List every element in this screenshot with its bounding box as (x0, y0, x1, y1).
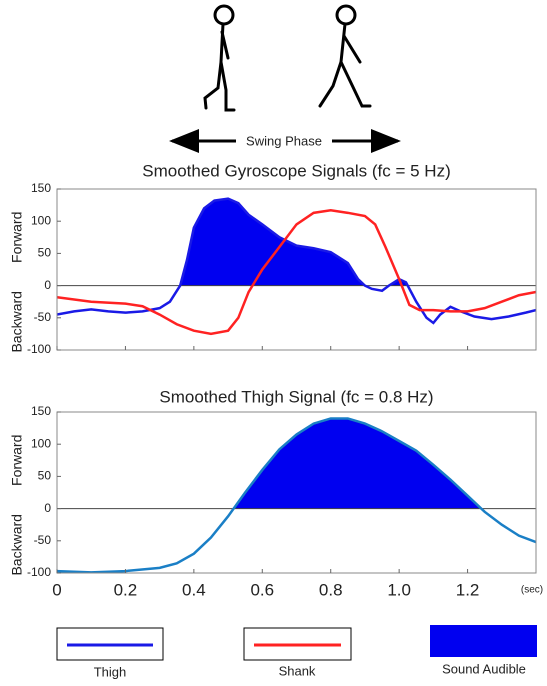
legend-label: Shank (279, 663, 316, 678)
y-tick-label: 50 (38, 469, 52, 483)
y-tick-label: 150 (31, 404, 51, 418)
legend-swatch (430, 625, 537, 657)
audible-area (180, 198, 408, 286)
x-tick-label: 0.4 (182, 580, 206, 599)
stick-figure (318, 4, 372, 108)
plot-frame (56, 188, 537, 351)
y-tick-label: 150 (31, 181, 51, 195)
y-tick-label: -50 (34, 310, 52, 324)
x-tick-label: 0 (52, 580, 61, 599)
y-tick-label: 0 (44, 278, 51, 292)
legend-label: Sound Audible (442, 661, 526, 676)
y-tick-label: 0 (44, 501, 51, 515)
y-tick-label: 100 (31, 436, 51, 450)
series-line (57, 417, 536, 573)
x-tick-label: 1.2 (456, 580, 480, 599)
x-tick-label: 0.6 (250, 580, 274, 599)
plot-frame (56, 411, 537, 574)
y-tick-label: 100 (31, 213, 51, 227)
legend: Thigh Shank Sound Audible (56, 625, 537, 679)
y-side-label: Forward (9, 212, 25, 263)
y-tick-label: -100 (27, 565, 51, 579)
y-tick-label: -50 (34, 533, 52, 547)
legend-label: Thigh (94, 664, 127, 679)
x-tick-label: 1.0 (387, 580, 411, 599)
label-bg (236, 133, 332, 149)
x-tick-label: 0.8 (319, 580, 343, 599)
y-side-label: Backward (9, 291, 25, 352)
chart-title: Smoothed Gyroscope Signals (fc = 5 Hz) (142, 161, 451, 180)
audible-area (233, 418, 482, 509)
swing-label: Swing Phase (246, 133, 322, 148)
chart-title: Smoothed Thigh Signal (fc = 0.8 Hz) (159, 387, 433, 406)
y-side-label: Backward (9, 514, 25, 575)
stick-figure (203, 4, 236, 112)
x-tick-label: 0.2 (114, 580, 138, 599)
y-tick-label: -100 (27, 342, 51, 356)
x-axis-label: (sec) (521, 585, 543, 596)
y-side-label: Forward (9, 435, 25, 486)
series-line (57, 208, 536, 336)
y-tick-label: 50 (38, 246, 52, 260)
